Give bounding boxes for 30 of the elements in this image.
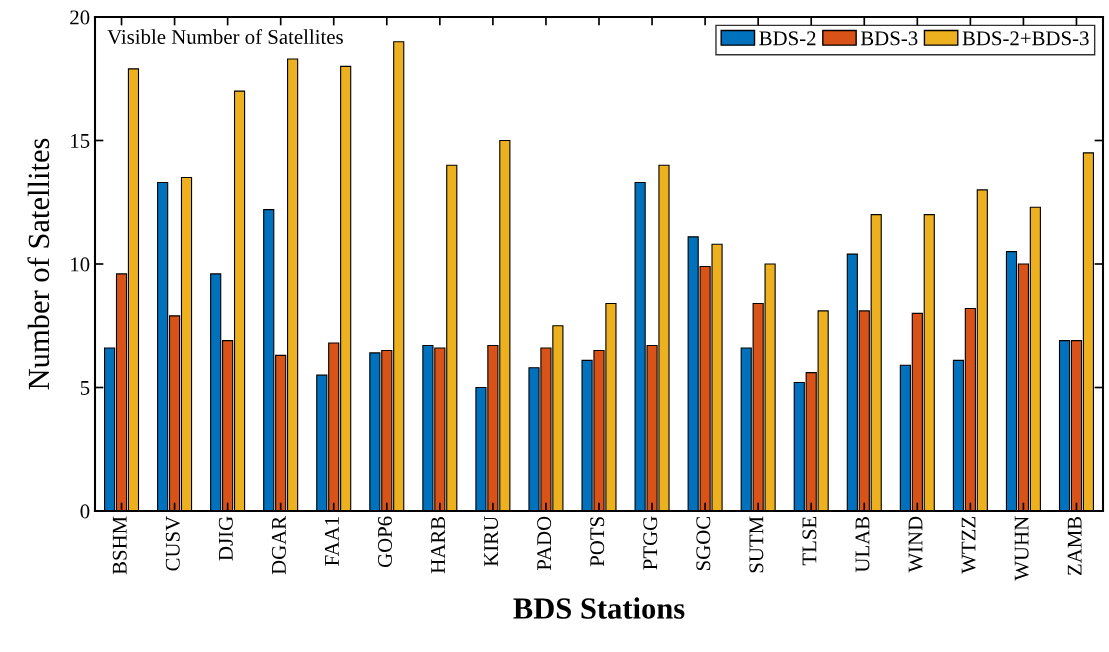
x-tick-label: CUSV — [165, 516, 180, 571]
x-tick-label: DGAR — [271, 515, 286, 575]
y-tick-label: 10 — [71, 257, 90, 272]
x-tick-label: WUHN — [1014, 516, 1029, 581]
legend-label: BDS-2+BDS-3 — [962, 31, 1089, 46]
x-tick-label: SUTM — [749, 516, 764, 573]
y-axis-title: Number of Satellites — [27, 138, 50, 390]
x-tick-label: KIRU — [484, 516, 499, 567]
legend-label: BDS-3 — [860, 31, 918, 46]
chart-title: Visible Number of Satellites — [107, 29, 343, 45]
legend-label: BDS-2 — [759, 31, 816, 46]
x-tick-label: ULAB — [855, 516, 870, 573]
x-tick-label: SGOC — [696, 517, 711, 571]
x-tick-label: ZAMB — [1067, 516, 1082, 576]
x-tick-label: GOP6 — [378, 516, 392, 568]
x-tick-label: FAA1 — [324, 517, 339, 566]
y-tick-label: 15 — [71, 133, 90, 148]
y-tick-label: 5 — [80, 381, 90, 395]
x-tick-label: HARB — [431, 516, 445, 574]
x-tick-label: PTGG — [643, 516, 658, 570]
x-tick-label: DJIG — [218, 516, 233, 561]
x-tick-label: WTZZ — [961, 517, 976, 574]
x-axis-title: BDS Stations — [513, 597, 685, 619]
y-tick-label: 20 — [70, 10, 90, 25]
y-tick-label: 0 — [80, 504, 90, 519]
x-tick-label: BSHM — [112, 516, 127, 575]
x-tick-label: TLSE — [802, 516, 817, 566]
x-tick-label: PADO — [537, 516, 552, 571]
x-tick-label: POTS — [590, 517, 605, 567]
x-tick-label: WIND — [908, 516, 923, 573]
